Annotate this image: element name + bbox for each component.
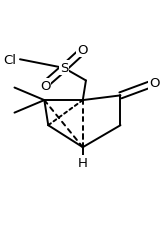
Text: H: H xyxy=(78,157,88,170)
Text: Cl: Cl xyxy=(3,54,16,67)
Text: S: S xyxy=(60,62,68,75)
Text: O: O xyxy=(149,77,160,90)
Text: O: O xyxy=(78,43,88,56)
Text: O: O xyxy=(40,80,50,93)
